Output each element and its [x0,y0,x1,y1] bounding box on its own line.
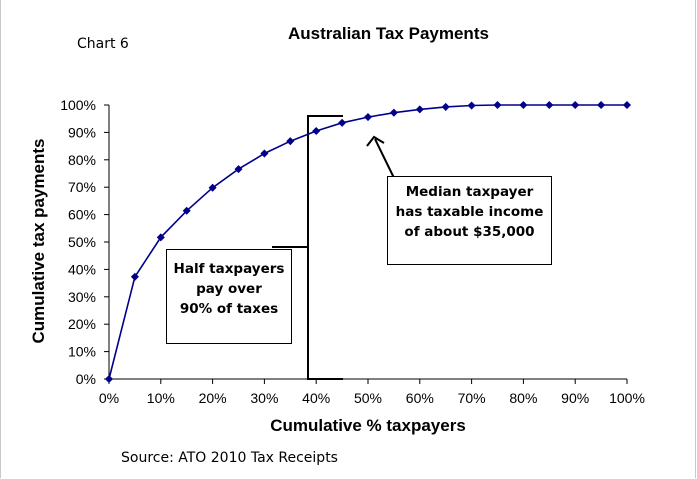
y-tick-label: 90% [68,124,96,140]
y-tick-label: 0% [76,371,96,387]
data-point-marker [519,100,528,110]
data-point-marker [467,101,476,110]
data-point-marker [571,100,580,110]
data-point-marker [389,108,398,117]
tick-labels: 0% 10% 20% 30% 40% 50% 60% 70% 80% 90% 100% 0% 10% 20… [60,97,645,406]
x-tick-label: 70% [458,390,486,406]
y-tick-label: 10% [68,344,96,360]
data-point-marker [260,149,269,158]
data-point-marker [441,102,450,111]
bracket-lines [272,115,343,380]
data-point-marker [415,105,424,114]
y-tick-label: 70% [68,179,96,195]
data-point-marker [493,100,502,110]
arrow-head [366,135,385,147]
y-tick-label: 100% [60,97,96,113]
data-point-marker [182,206,191,215]
data-point-marker [104,374,114,384]
chart-title: Australian Tax Payments [288,24,489,43]
x-tick-label: 60% [406,390,434,406]
y-axis-title: Cumulative tax payments [29,138,48,343]
annotation-line: Median taxpayer [405,184,534,200]
data-point-marker [208,183,217,192]
data-point-marker [545,100,554,110]
x-tick-label: 80% [509,390,537,406]
data-point-marker [622,100,632,110]
annotation-line: of about $35,000 [404,224,535,240]
x-axis-title: Cumulative % taxpayers [270,416,466,435]
annotation-line: 90% of taxes [179,301,279,317]
y-tick-label: 30% [68,289,96,305]
source-note: Source: ATO 2010 Tax Receipts [121,450,338,466]
chart-number-label: Chart 6 [77,36,129,52]
median-arrow [366,135,396,181]
annotation-line: Half taxpayers [173,261,285,277]
data-point-marker [234,165,243,174]
median-annotation-box: Median taxpayer has taxable income of ab… [387,176,552,265]
x-tick-label: 100% [609,390,645,406]
y-tick-label: 80% [68,152,96,168]
data-point-marker [597,100,606,110]
x-tick-label: 90% [561,390,589,406]
x-tick-label: 10% [147,390,175,406]
half-point-bracket [307,115,343,380]
x-tick-label: 30% [250,390,278,406]
half-taxpayers-annotation-box: Half taxpayers pay over 90% of taxes [166,249,292,344]
arrow-shaft [374,138,396,181]
y-tick-label: 60% [68,207,96,223]
data-point-marker [286,137,295,146]
y-tick-label: 40% [68,261,96,277]
annotation-line: pay over [196,281,262,297]
data-point-marker [338,118,347,127]
x-tick-label: 50% [354,390,382,406]
data-point-marker [312,127,321,136]
series-markers [104,100,632,384]
x-tick-label: 20% [199,390,227,406]
annotation-line: has taxable income [395,204,544,220]
y-tick-label: 50% [68,234,96,250]
y-tick-label: 20% [68,316,96,332]
data-point-marker [156,233,165,242]
data-point-marker [363,113,373,122]
x-tick-label: 40% [302,390,330,406]
x-tick-label: 0% [99,390,119,406]
data-point-marker [130,272,139,281]
